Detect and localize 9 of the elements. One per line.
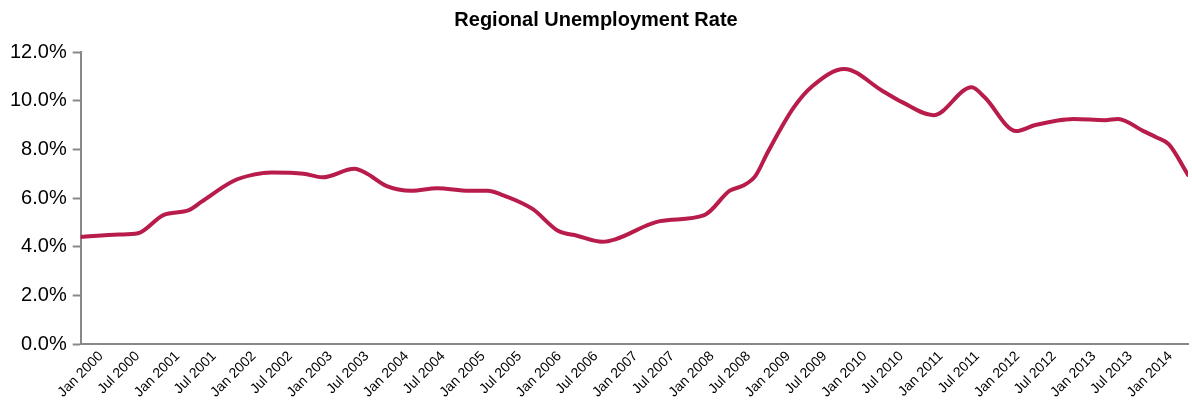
y-tick-label: 4.0%	[21, 234, 67, 257]
y-tick-label: 0.0%	[21, 331, 67, 354]
y-tick-label: 2.0%	[21, 282, 67, 305]
y-tick-label: 12.0%	[9, 39, 67, 62]
line-series	[80, 67, 1188, 244]
y-tick-label: 6.0%	[21, 185, 67, 208]
chart-title: Regional Unemployment Rate	[454, 7, 738, 30]
y-tick-label: 10.0%	[9, 88, 67, 111]
y-tick-label: 8.0%	[21, 136, 67, 159]
